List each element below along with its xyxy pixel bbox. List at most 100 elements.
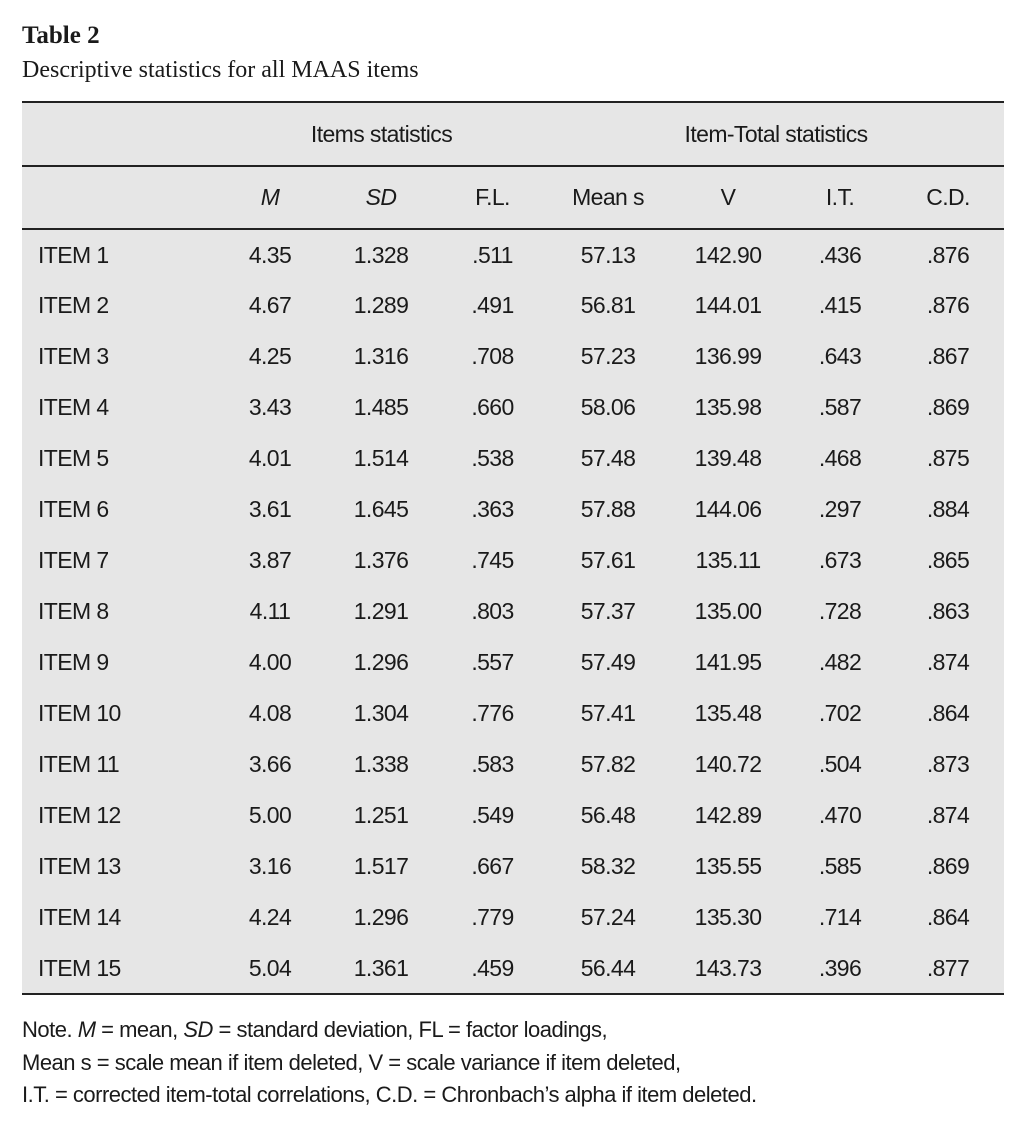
cell-mean-s: 56.44 bbox=[580, 954, 636, 981]
group-header-items-statistics: Items statistics bbox=[310, 120, 453, 147]
cell-cd: .876 bbox=[926, 241, 970, 268]
cell-m: 3.66 bbox=[248, 751, 292, 777]
cell-item-label: ITEM 7 bbox=[38, 547, 109, 573]
cell-sd: 1.296 bbox=[353, 904, 409, 930]
cell-v: 135.30 bbox=[694, 904, 762, 930]
cell-mean-s: 57.82 bbox=[580, 751, 636, 777]
cell-sd: 1.514 bbox=[353, 445, 409, 471]
cell-item-label: ITEM 2 bbox=[38, 292, 109, 318]
cell-mean-s: 58.06 bbox=[580, 394, 636, 420]
cell-mean-s: 57.48 bbox=[580, 445, 636, 471]
cell-m: 3.43 bbox=[248, 394, 292, 420]
cell-fl: .511 bbox=[472, 241, 513, 268]
note-line-3: I.T. = corrected item-total correlations… bbox=[22, 1082, 757, 1107]
cell-m: 4.25 bbox=[248, 343, 292, 369]
cell-it: .396 bbox=[818, 954, 862, 981]
cell-cd: .869 bbox=[926, 394, 970, 420]
cell-sd: 1.361 bbox=[353, 954, 409, 981]
cell-v: 139.48 bbox=[694, 445, 762, 471]
cell-fl: .708 bbox=[471, 343, 514, 369]
cell-cd: .884 bbox=[926, 496, 970, 522]
cell-v: 143.73 bbox=[694, 954, 762, 981]
col-header-fl: F.L. bbox=[475, 184, 510, 210]
cell-cd: .876 bbox=[926, 292, 970, 318]
cell-item-label: ITEM 11 bbox=[38, 751, 120, 777]
cell-item-label: ITEM 10 bbox=[38, 700, 121, 726]
table-row: ITEM 8 4.11 1.291 .803 57.37 135.00 .728 .863 bbox=[22, 586, 1004, 637]
cell-mean-s: 57.88 bbox=[580, 496, 636, 522]
cell-m: 5.04 bbox=[248, 954, 292, 981]
cell-cd: .863 bbox=[926, 598, 970, 624]
cell-sd: 1.304 bbox=[353, 700, 409, 726]
table-row: ITEM 9 4.00 1.296 .557 57.49 141.95 .482 .874 bbox=[22, 637, 1004, 688]
cell-mean-s: 57.49 bbox=[580, 649, 636, 675]
cell-item-label: ITEM 1 bbox=[38, 241, 109, 268]
cell-item-label: ITEM 14 bbox=[38, 904, 121, 930]
cell-fl: .803 bbox=[471, 598, 514, 624]
cell-mean-s: 56.48 bbox=[580, 802, 636, 828]
cell-m: 3.16 bbox=[248, 853, 292, 879]
cell-v: 140.72 bbox=[694, 751, 762, 777]
cell-fl: .583 bbox=[471, 751, 514, 777]
cell-item-label: ITEM 5 bbox=[38, 445, 109, 471]
cell-fl: .363 bbox=[471, 496, 514, 522]
cell-v: 135.98 bbox=[694, 394, 762, 420]
cell-m: 4.24 bbox=[248, 904, 292, 930]
cell-cd: .864 bbox=[926, 904, 970, 930]
cell-it: .702 bbox=[818, 700, 862, 726]
cell-it: .470 bbox=[818, 802, 862, 828]
cell-it: .297 bbox=[818, 496, 862, 522]
table-row: ITEM 7 3.87 1.376 .745 57.61 135.11 .673 .865 bbox=[22, 535, 1004, 586]
cell-cd: .865 bbox=[926, 547, 970, 573]
group-header-item-total-statistics: Item-Total statistics bbox=[684, 120, 869, 147]
cell-it: .468 bbox=[818, 445, 862, 471]
col-header-v: V bbox=[720, 184, 736, 210]
cell-cd: .873 bbox=[926, 751, 970, 777]
cell-m: 4.35 bbox=[248, 241, 292, 268]
cell-it: .714 bbox=[818, 904, 862, 930]
table-caption: Descriptive statistics for all MAAS item… bbox=[22, 57, 419, 83]
cell-v: 135.11 bbox=[695, 547, 761, 573]
cell-fl: .459 bbox=[471, 954, 514, 981]
descriptive-statistics-table: Items statistics Item-Total statistics M… bbox=[22, 101, 1005, 995]
cell-v: 142.89 bbox=[694, 802, 762, 828]
cell-it: .504 bbox=[818, 751, 862, 777]
table-title: Table 2 bbox=[22, 22, 100, 49]
cell-it: .587 bbox=[818, 394, 862, 420]
cell-m: 4.01 bbox=[248, 445, 292, 471]
cell-mean-s: 57.23 bbox=[580, 343, 636, 369]
note-line-1: Note. M = mean, SD = standard deviation,… bbox=[22, 1017, 608, 1042]
col-header-it: I.T. bbox=[825, 184, 855, 210]
cell-it: .585 bbox=[818, 853, 862, 879]
cell-cd: .874 bbox=[926, 802, 970, 828]
cell-it: .643 bbox=[818, 343, 862, 369]
table-row: ITEM 5 4.01 1.514 .538 57.48 139.48 .468 .875 bbox=[22, 433, 1004, 484]
cell-sd: 1.291 bbox=[353, 598, 409, 624]
cell-v: 136.99 bbox=[694, 343, 762, 369]
table-row: ITEM 2 4.67 1.289 .491 56.81 144.01 .415 .876 bbox=[22, 280, 1004, 331]
cell-it: .728 bbox=[818, 598, 862, 624]
cell-cd: .877 bbox=[926, 954, 970, 981]
cell-it: .436 bbox=[818, 241, 862, 268]
cell-item-label: ITEM 4 bbox=[38, 394, 109, 420]
cell-item-label: ITEM 9 bbox=[38, 649, 109, 675]
table-row: ITEM 4 3.43 1.485 .660 58.06 135.98 .587 .869 bbox=[22, 382, 1004, 433]
table-row: ITEM 12 5.00 1.251 .549 56.48 142.89 .470 .874 bbox=[22, 790, 1004, 841]
table-row: ITEM 11 3.66 1.338 .583 57.82 140.72 .504 .873 bbox=[22, 739, 1004, 790]
cell-mean-s: 57.37 bbox=[580, 598, 636, 624]
cell-v: 135.55 bbox=[694, 853, 762, 879]
cell-item-label: ITEM 8 bbox=[38, 598, 109, 624]
cell-v: 144.06 bbox=[694, 496, 762, 522]
cell-cd: .867 bbox=[926, 343, 970, 369]
cell-sd: 1.296 bbox=[353, 649, 409, 675]
cell-item-label: ITEM 3 bbox=[38, 343, 109, 369]
cell-m: 4.67 bbox=[248, 292, 292, 318]
cell-mean-s: 58.32 bbox=[580, 853, 636, 879]
cell-fl: .745 bbox=[471, 547, 514, 573]
cell-fl: .667 bbox=[471, 853, 514, 879]
table-row: ITEM 6 3.61 1.645 .363 57.88 144.06 .297 .884 bbox=[22, 484, 1004, 535]
cell-sd: 1.485 bbox=[353, 394, 409, 420]
cell-cd: .864 bbox=[926, 700, 970, 726]
cell-mean-s: 57.41 bbox=[580, 700, 636, 726]
group-header-row: Items statistics Item-Total statistics bbox=[22, 102, 1005, 166]
